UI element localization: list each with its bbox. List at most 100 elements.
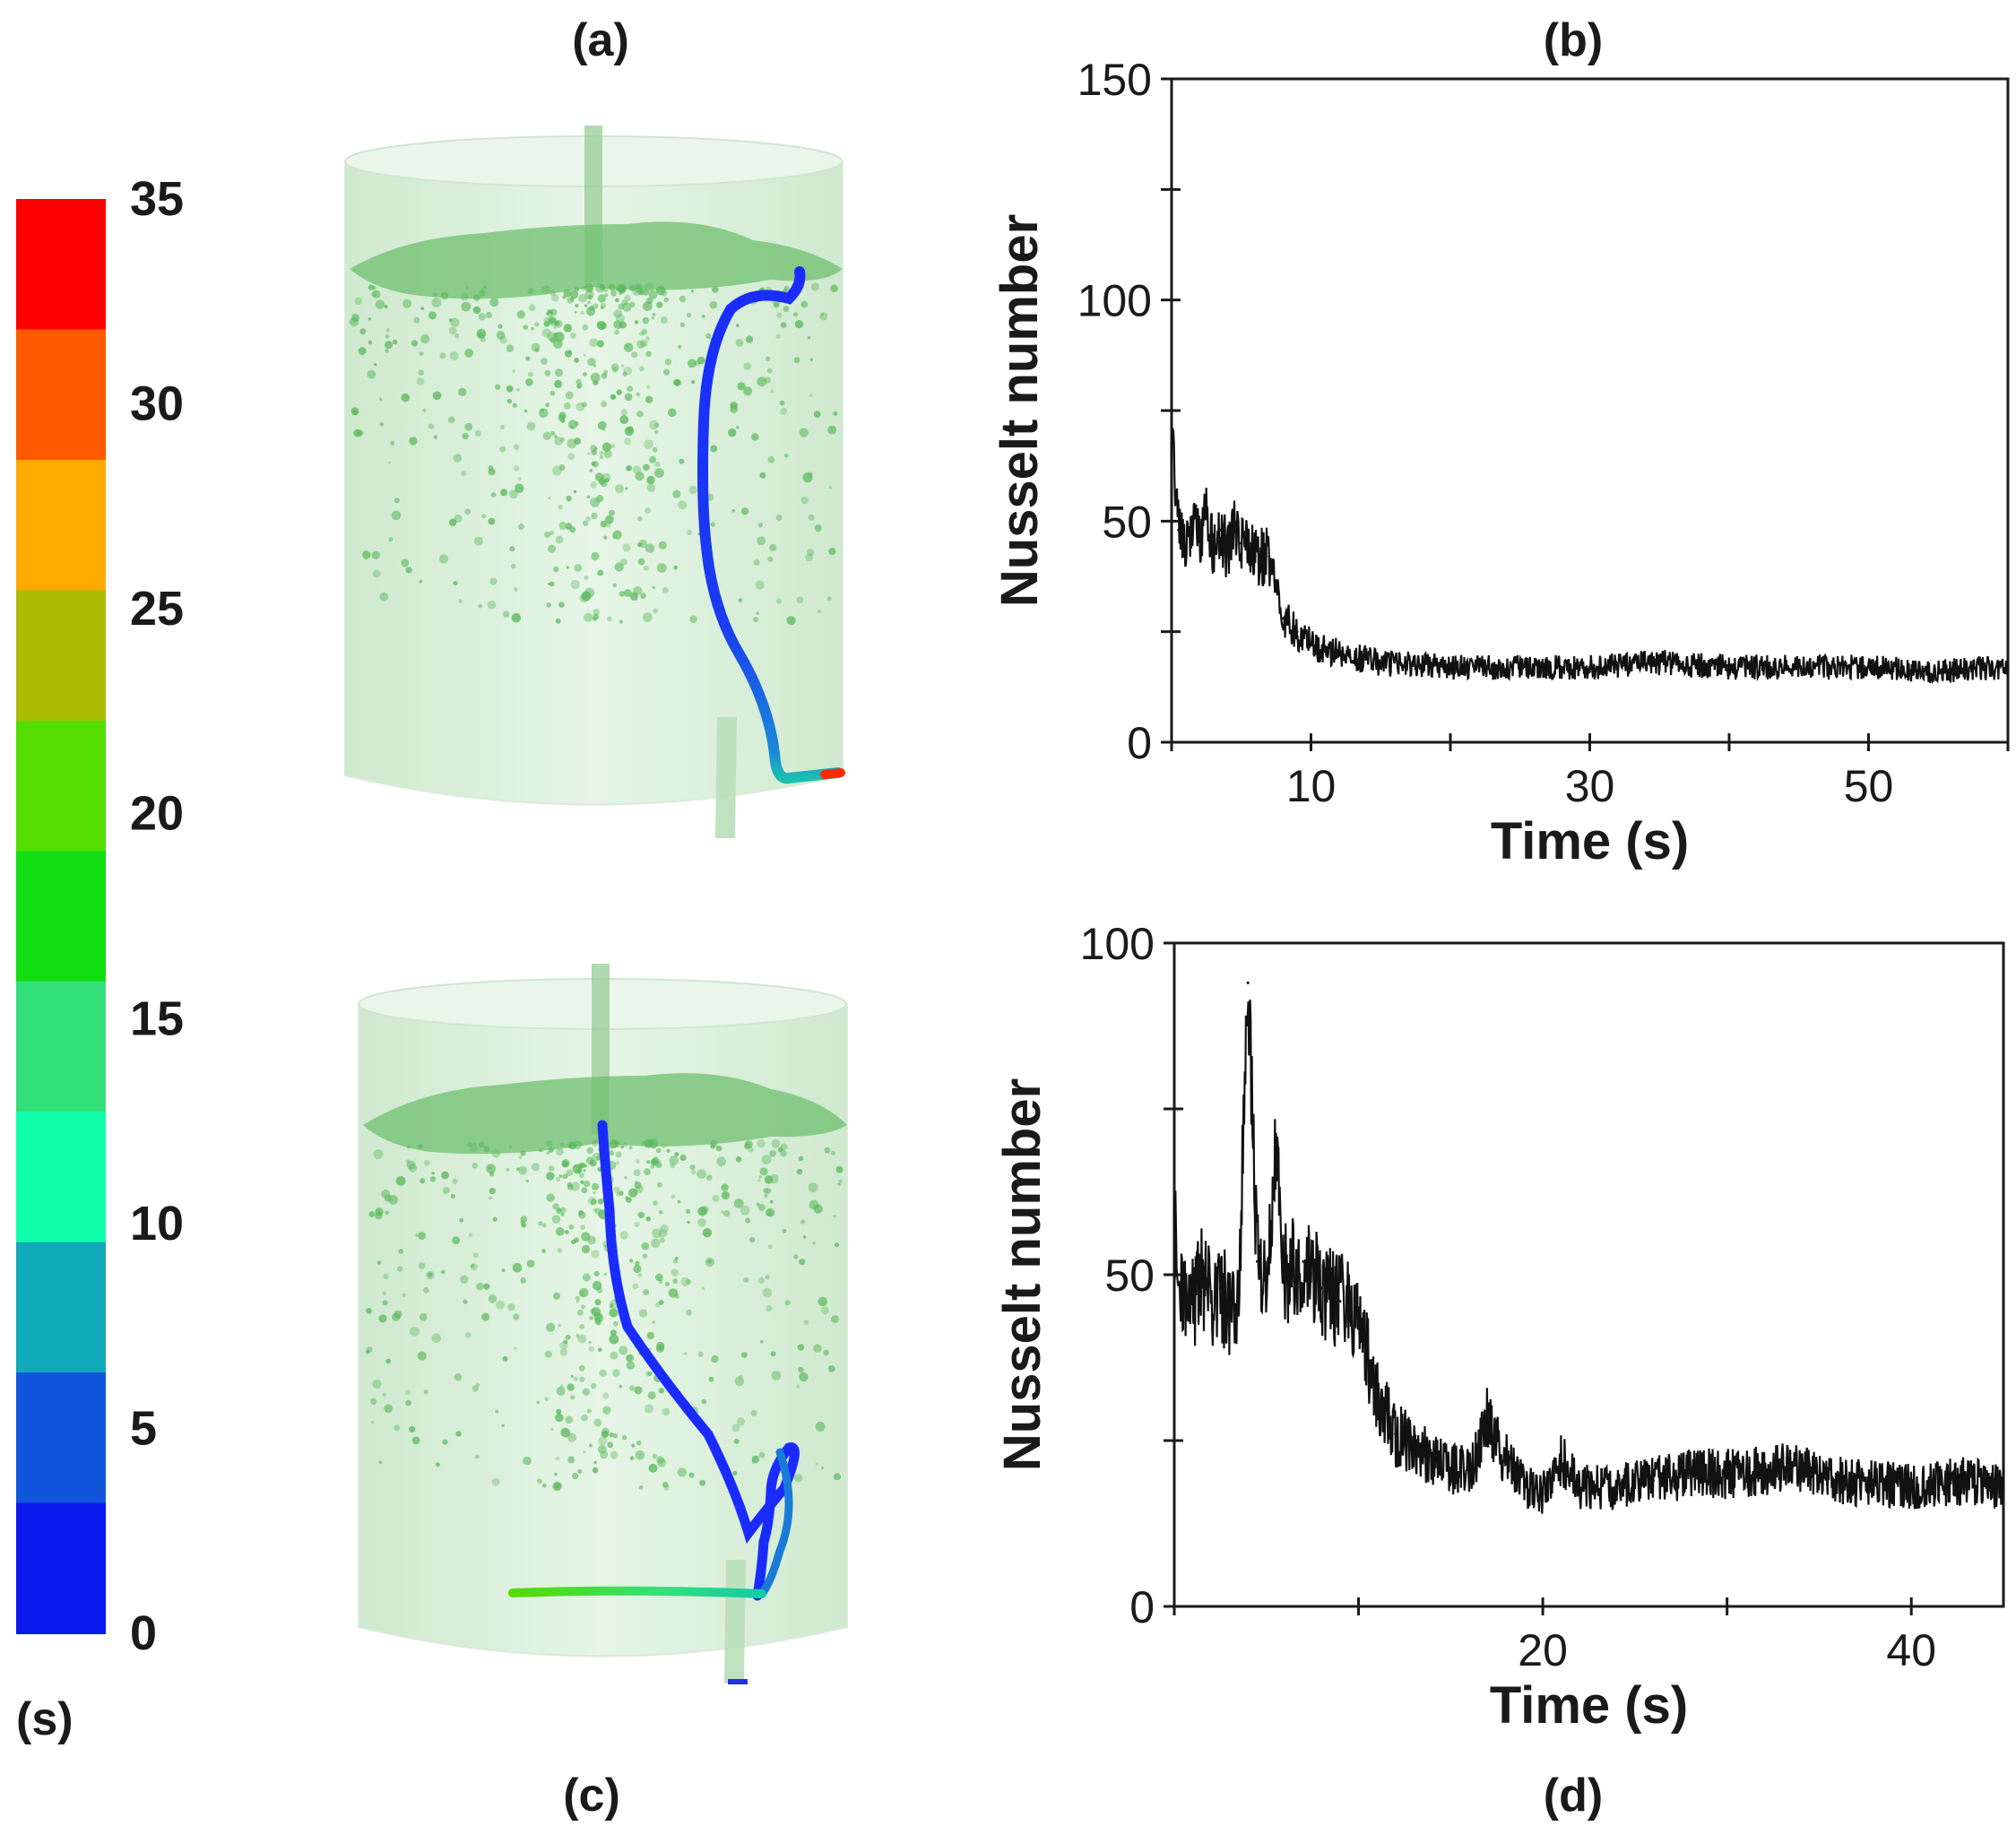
bubble <box>418 1232 426 1240</box>
data-point <box>1170 431 1173 435</box>
bubble <box>559 1142 565 1147</box>
bubble <box>472 1252 479 1259</box>
bubble <box>568 1141 577 1150</box>
bubble <box>527 288 534 295</box>
bubble <box>637 1211 645 1219</box>
bubble <box>423 1159 430 1166</box>
bubble <box>743 1277 749 1283</box>
bubble <box>551 1215 561 1224</box>
bubble <box>597 1347 602 1353</box>
bubble <box>619 591 626 597</box>
bubble <box>609 509 615 516</box>
data-point <box>1274 1154 1277 1157</box>
data-point <box>1338 1300 1342 1303</box>
bubble <box>600 520 608 528</box>
bubble <box>428 311 437 320</box>
bubble <box>619 1231 628 1240</box>
bubble <box>555 1413 564 1423</box>
bubble <box>623 589 632 597</box>
bubble <box>638 1484 644 1490</box>
bubble <box>614 484 625 494</box>
bubble <box>732 1470 738 1476</box>
bubble <box>683 1352 688 1355</box>
bubble <box>618 303 625 310</box>
bubble <box>402 1293 406 1297</box>
bubble <box>629 592 638 601</box>
bubble <box>619 286 625 292</box>
bubble <box>438 554 449 564</box>
bubble <box>474 429 481 437</box>
data-point <box>1281 617 1285 620</box>
bubble <box>542 431 551 440</box>
panel-a-trajectory-end <box>820 768 845 779</box>
bubble <box>591 551 600 561</box>
bubble <box>705 1174 713 1181</box>
bubble <box>391 510 402 521</box>
bubble <box>637 289 644 295</box>
bubble <box>385 328 390 333</box>
bubble <box>509 546 515 552</box>
bubble <box>758 1451 766 1458</box>
bubble <box>761 1155 772 1164</box>
bubble <box>569 526 576 533</box>
bubble <box>733 1438 740 1444</box>
bubble <box>819 312 828 321</box>
bubble <box>800 1219 806 1225</box>
bubble <box>405 1159 411 1164</box>
bubble <box>488 1196 492 1200</box>
bubble <box>578 293 588 303</box>
bubble <box>780 407 788 415</box>
bubble <box>694 359 701 367</box>
panel-a-trajectory <box>697 266 844 784</box>
bubble <box>620 1145 625 1149</box>
bubble <box>626 1354 634 1363</box>
bubble <box>628 1146 633 1150</box>
bubble <box>464 348 474 358</box>
bubble <box>622 543 631 552</box>
bubble <box>656 301 663 308</box>
bubble <box>679 458 685 464</box>
bubble <box>740 507 749 515</box>
bubble <box>775 515 783 522</box>
bubble <box>631 1443 636 1448</box>
bubble <box>628 1385 636 1391</box>
bubble <box>813 411 821 419</box>
bubble <box>652 1320 655 1324</box>
bubble <box>602 286 609 292</box>
bubble <box>653 608 658 614</box>
bubble <box>644 1168 651 1176</box>
bubble <box>558 464 566 471</box>
bubble <box>458 387 467 396</box>
bubble <box>678 500 688 510</box>
bubble <box>644 1404 654 1414</box>
bubble <box>486 1164 496 1174</box>
bubble <box>461 471 467 477</box>
bubble <box>755 580 765 590</box>
bubble <box>433 292 438 298</box>
data-point <box>1295 630 1299 634</box>
bubble <box>679 1154 687 1162</box>
data-point <box>1200 1273 1204 1277</box>
bubble <box>584 304 588 307</box>
colorbar-tick-label: 30 <box>130 377 184 431</box>
bubble <box>495 1409 499 1414</box>
bubble <box>679 295 687 303</box>
x-tick-label: 30 <box>1565 761 1615 811</box>
bubble <box>641 1242 650 1251</box>
y-axis-label: Nusselt number <box>991 214 1049 607</box>
bubble <box>558 1323 561 1328</box>
bubble <box>708 1376 714 1382</box>
bubble <box>552 339 563 349</box>
bubble <box>489 1172 495 1177</box>
bubble <box>646 385 651 389</box>
bubble <box>563 324 573 333</box>
bubble <box>619 1346 628 1355</box>
bubble <box>662 1144 666 1148</box>
bubble <box>710 1143 716 1149</box>
bubble <box>546 1139 553 1147</box>
bubble <box>516 310 525 319</box>
bubble <box>578 1173 584 1179</box>
bubble <box>555 1457 560 1461</box>
bubble <box>668 408 677 418</box>
bubble <box>398 1249 403 1254</box>
